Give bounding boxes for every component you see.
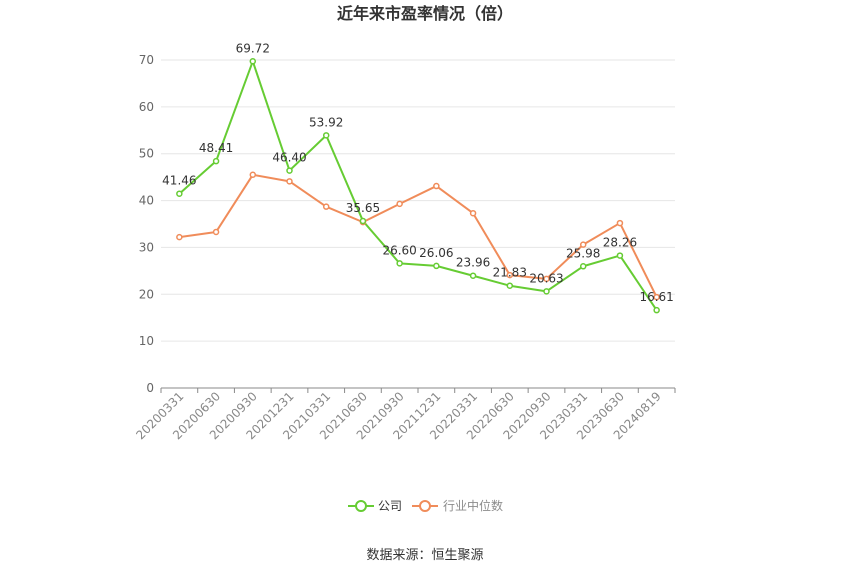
- industry-median-point: [176, 233, 183, 241]
- company-point: [212, 157, 220, 165]
- company-data-label: 26.60: [382, 243, 416, 257]
- company-point: [579, 263, 587, 270]
- legend-industry-marker: [419, 500, 431, 512]
- industry-median-point: [506, 271, 514, 279]
- company-data-label: 69.72: [236, 41, 270, 55]
- company-data-label: 35.65: [346, 201, 380, 215]
- y-tick-label: 0: [146, 381, 154, 395]
- x-axis: 2020033120200630202009302020123120210331…: [133, 387, 676, 442]
- y-tick-label: 40: [139, 194, 154, 208]
- chart-title: 近年来市盈率情况（倍）: [337, 4, 513, 23]
- company-data-label: 25.98: [566, 246, 600, 260]
- company-point: [616, 252, 624, 259]
- y-tick-label: 10: [139, 334, 154, 348]
- legend-item-company[interactable]: 公司: [348, 499, 402, 513]
- industry-median-point: [322, 203, 330, 210]
- data-labels: 41.46 48.41 69.72 46.40 53.92 35.65 26.60 26.06…: [162, 41, 674, 304]
- industry-median-point: [579, 241, 587, 248]
- company-data-label: 23.96: [456, 256, 490, 270]
- company-data-label: 48.41: [199, 141, 233, 155]
- company-data-label: 16.61: [639, 290, 673, 304]
- company-data-label: 28.26: [603, 236, 637, 250]
- industry-median-point: [212, 228, 220, 236]
- company-point: [286, 167, 293, 174]
- legend-company-label: 公司: [378, 499, 402, 513]
- source-note: 数据来源：恒生聚源: [366, 548, 483, 563]
- company-point: [653, 306, 660, 314]
- company-data-label: 20.63: [529, 271, 563, 285]
- y-tick-label: 70: [139, 53, 154, 67]
- series-lines: [178, 60, 658, 311]
- industry-median-series-line: [179, 173, 658, 298]
- legend-item-industry-median[interactable]: 行业中位数: [412, 498, 503, 513]
- company-data-label: 46.40: [272, 151, 306, 165]
- industry-median-point: [469, 209, 477, 217]
- company-point: [506, 282, 514, 289]
- company-point: [249, 58, 257, 65]
- legend-industry-label: 行业中位数: [443, 498, 503, 513]
- y-tick-label: 60: [139, 100, 154, 114]
- company-data-label: 26.06: [419, 246, 453, 260]
- company-point: [322, 132, 330, 139]
- company-point: [396, 260, 403, 267]
- industry-median-point: [653, 293, 660, 301]
- y-tick-label: 50: [139, 147, 154, 161]
- company-point: [469, 272, 477, 279]
- y-axis: 0 10 20 30 40 50 60 70: [139, 53, 154, 395]
- company-series-line: [178, 60, 658, 311]
- company-point: [176, 190, 183, 197]
- company-data-label: 41.46: [162, 174, 196, 188]
- y-tick-label: 20: [139, 287, 154, 301]
- industry-median-point: [286, 178, 293, 185]
- industry-median-point: [396, 200, 403, 208]
- legend-company-marker: [355, 500, 367, 512]
- legend[interactable]: 公司 行业中位数: [348, 498, 503, 513]
- industry-median-point: [249, 171, 257, 179]
- company-data-label: 53.92: [309, 115, 343, 129]
- series-points: [176, 58, 660, 314]
- industry-median-point: [543, 275, 550, 283]
- company-data-label: 21.83: [493, 266, 527, 280]
- company-point: [543, 288, 550, 295]
- company-point: [359, 217, 367, 225]
- company-point: [433, 262, 440, 270]
- y-tick-label: 30: [139, 240, 154, 254]
- grid-lines: [161, 59, 675, 342]
- industry-median-point: [616, 219, 624, 227]
- industry-median-point: [433, 182, 440, 190]
